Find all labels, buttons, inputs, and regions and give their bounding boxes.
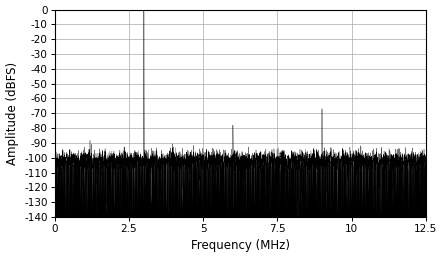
X-axis label: Frequency (MHz): Frequency (MHz) xyxy=(190,239,290,252)
Y-axis label: Amplitude (dBFS): Amplitude (dBFS) xyxy=(6,62,19,165)
